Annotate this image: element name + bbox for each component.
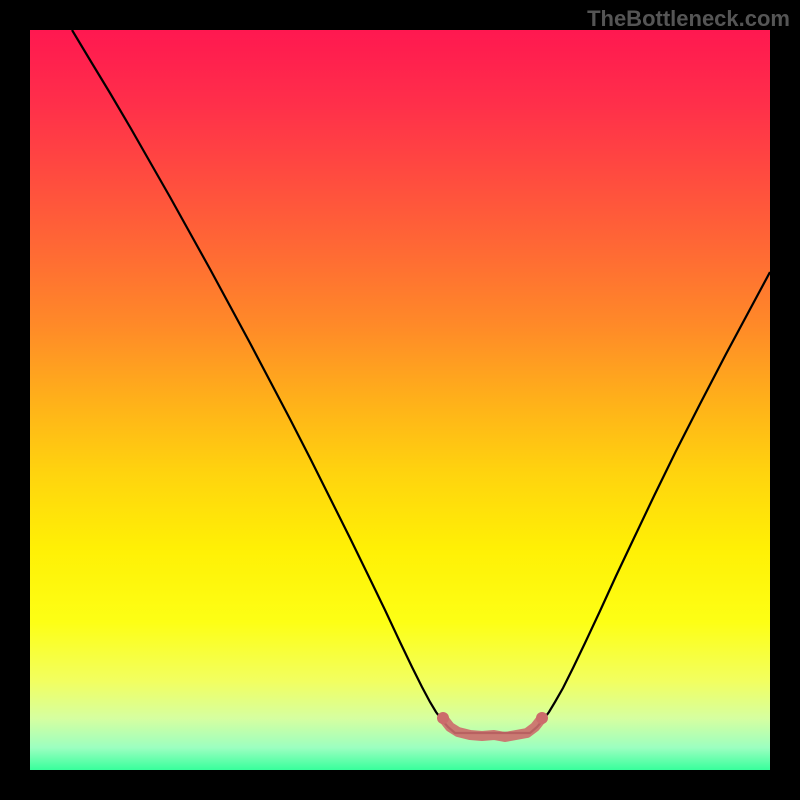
watermark-text: TheBottleneck.com <box>587 6 790 32</box>
trough-end-dots <box>437 712 548 724</box>
chart-overlay <box>30 30 770 770</box>
frame-bottom <box>0 770 800 800</box>
plot-area <box>30 30 770 770</box>
v-curve-line <box>72 30 770 733</box>
frame-left <box>0 0 30 800</box>
trough-highlight-band <box>443 718 542 737</box>
frame-right <box>770 0 800 800</box>
